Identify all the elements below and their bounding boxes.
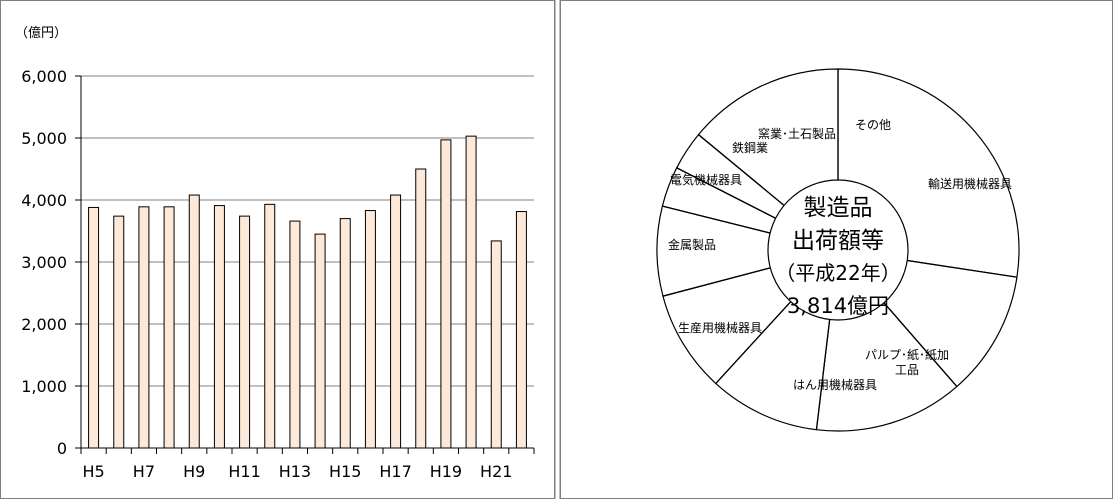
bar bbox=[88, 206, 100, 449]
slice-label: 生産用機械器具 bbox=[678, 320, 762, 335]
bar bbox=[515, 211, 527, 449]
bar bbox=[188, 194, 200, 449]
bar-chart: （億円） 0 1,000 2,000 3,000 4,000 5,000 6,000 H5 H… bbox=[15, 25, 535, 481]
donut-center-circle bbox=[767, 179, 909, 321]
slice-label: その他 bbox=[855, 118, 891, 132]
bar bbox=[239, 215, 251, 449]
x-tick-label: H11 bbox=[228, 462, 260, 481]
y-unit-label: （億円） bbox=[15, 25, 67, 41]
x-tick-label: H21 bbox=[480, 462, 512, 481]
y-tick-label: 1,000 bbox=[21, 377, 67, 396]
y-tick-label: 5,000 bbox=[21, 129, 67, 148]
bar bbox=[213, 205, 225, 449]
x-tick-label: H5 bbox=[82, 462, 104, 481]
y-tick-label: 6,000 bbox=[21, 67, 67, 86]
x-tick-label: H13 bbox=[279, 462, 311, 481]
bar bbox=[440, 139, 452, 449]
bar bbox=[490, 240, 502, 449]
slice-label: 輸送用機械器具 bbox=[928, 176, 1012, 191]
bar bbox=[314, 233, 326, 449]
bar-chart-panel: （億円） 0 1,000 2,000 3,000 4,000 5,000 6,000 H5 H… bbox=[0, 0, 555, 499]
y-tick-label: 0 bbox=[57, 439, 67, 458]
x-tick-label: H17 bbox=[379, 462, 411, 481]
x-tick-label: H9 bbox=[183, 462, 205, 481]
slice-label: 工品 bbox=[895, 363, 919, 377]
bar bbox=[465, 135, 477, 449]
bar bbox=[289, 220, 301, 449]
bar bbox=[339, 218, 351, 449]
bar bbox=[163, 206, 175, 449]
slice-label: 鉄鋼業 bbox=[732, 140, 768, 155]
y-tick-label: 4,000 bbox=[21, 191, 67, 210]
bar bbox=[415, 168, 427, 449]
panel-separator bbox=[555, 0, 560, 499]
bar bbox=[113, 215, 125, 449]
y-tick-label: 3,000 bbox=[21, 253, 67, 272]
center-text-line: 3,814億円 bbox=[787, 294, 889, 318]
slice-label: パルプ･紙･紙加 bbox=[865, 347, 949, 362]
slice-label: 金属製品 bbox=[668, 237, 716, 252]
x-tick-label: H19 bbox=[430, 462, 462, 481]
center-text-line: （平成22年） bbox=[775, 261, 900, 285]
slice-label: 電気機械器具 bbox=[670, 172, 742, 187]
y-tick-label: 2,000 bbox=[21, 315, 67, 334]
slice-label: はん用機械器具 bbox=[793, 377, 877, 392]
bar bbox=[390, 194, 402, 449]
center-text-line: 出荷額等 bbox=[792, 228, 884, 254]
donut-slice bbox=[656, 205, 839, 297]
x-tick-label: H15 bbox=[329, 462, 361, 481]
bar bbox=[364, 210, 376, 449]
x-tick-label: H7 bbox=[133, 462, 155, 481]
donut-chart-panel: 輸送用機械器具パルプ･紙･紙加 工品はん用機械器具 生産用機械器具 金属製品 電気機械器… bbox=[560, 0, 1113, 499]
slice-label: 窯業･土石製品 bbox=[758, 126, 836, 141]
bar bbox=[138, 206, 150, 449]
bar bbox=[264, 203, 276, 449]
center-text-line: 製造品 bbox=[804, 195, 873, 221]
